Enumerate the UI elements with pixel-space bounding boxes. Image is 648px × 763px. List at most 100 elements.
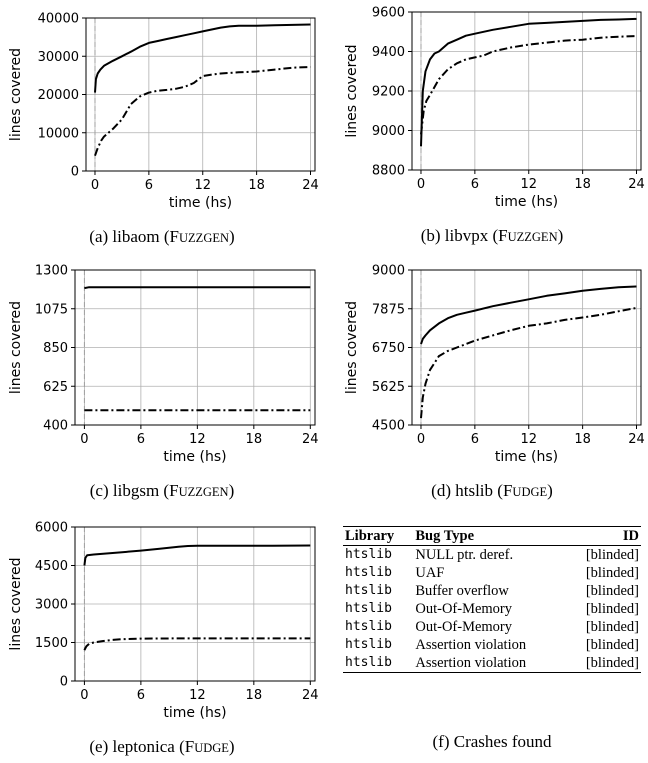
cell-library: htslib — [345, 619, 392, 634]
cell-id: [blinded] — [585, 547, 639, 563]
x-tick-label: 6 — [471, 432, 479, 447]
y-axis-label: lines covered — [8, 557, 24, 650]
cell-bug-type: NULL ptr. deref. — [415, 547, 514, 563]
x-tick-label: 12 — [194, 178, 211, 193]
table-row: htslib Assertion violation [blinded] — [343, 636, 641, 654]
x-tick-label: 0 — [80, 432, 88, 447]
x-tick-label: 0 — [417, 177, 425, 192]
y-tick-label: 20000 — [38, 88, 79, 103]
x-tick-label: 18 — [574, 432, 591, 447]
column-header-id: ID — [565, 526, 641, 546]
cell-id: [blinded] — [585, 619, 639, 635]
chart-panel-1: 0 6 12 18 24 8800 9000 9200 9400 9600 time (hs) lin… — [344, 6, 645, 246]
cell-library: htslib — [345, 601, 392, 616]
y-tick-label: 3000 — [35, 598, 68, 613]
chart-panel-4: 0 6 12 18 24 0 1500 3000 4500 6000 time (hs) lines … — [8, 521, 319, 757]
y-tick-label: 1500 — [35, 636, 68, 651]
cell-library: htslib — [345, 547, 392, 562]
cell-library: htslib — [345, 565, 392, 580]
series-line-dashdot — [83, 637, 311, 651]
y-tick-label: 8800 — [372, 164, 405, 179]
x-tick-label: 24 — [628, 177, 645, 192]
chart-panel-2: 0 6 12 18 24 400 625 850 1075 1300 time (hs) lines … — [8, 264, 319, 501]
table-row: htslib UAF [blinded] — [343, 564, 641, 582]
x-tick-label: 18 — [574, 177, 591, 192]
x-tick-label: 12 — [520, 432, 537, 447]
series-line-dashdot — [420, 306, 637, 419]
y-tick-label: 4500 — [35, 559, 68, 574]
x-tick-label: 6 — [471, 177, 479, 192]
cell-id: [blinded] — [585, 583, 639, 599]
series-line-solid — [94, 23, 311, 93]
y-axis-label: lines covered — [8, 48, 24, 141]
x-axis-label: time (hs) — [163, 705, 226, 721]
y-tick-label: 6750 — [372, 341, 405, 356]
y-tick-label: 40000 — [38, 12, 79, 27]
cell-bug-type: Buffer overflow — [415, 583, 509, 599]
table-row: htslib Buffer overflow [blinded] — [343, 582, 641, 600]
series-line-dashdot — [94, 66, 311, 157]
x-tick-label: 0 — [417, 432, 425, 447]
y-tick-label: 625 — [43, 380, 68, 395]
table-row: htslib Assertion violation [blinded] — [343, 654, 641, 673]
cell-bug-type: Assertion violation — [413, 654, 566, 673]
chart-caption: (e) leptonica (FUDGE) — [89, 737, 234, 756]
y-axis-label: lines covered — [344, 301, 360, 394]
y-tick-label: 9000 — [372, 264, 405, 279]
y-tick-label: 30000 — [38, 50, 79, 65]
y-tick-label: 10000 — [38, 126, 79, 141]
x-tick-label: 18 — [246, 432, 263, 447]
series-line-dashdot — [420, 35, 637, 135]
cell-id: [blinded] — [585, 637, 639, 653]
series-line-solid — [84, 286, 311, 290]
table-row: htslib Out-Of-Memory [blinded] — [343, 600, 641, 618]
y-tick-label: 9200 — [372, 85, 405, 100]
x-tick-label: 12 — [189, 688, 206, 703]
x-tick-label: 12 — [189, 432, 206, 447]
cell-library: htslib — [345, 583, 392, 598]
column-header-library: Library — [343, 526, 414, 546]
table-row: htslib NULL ptr. deref. [blinded] — [343, 546, 641, 565]
y-tick-label: 0 — [71, 165, 79, 180]
series-line-solid — [420, 17, 637, 147]
chart-caption: (c) libgsm (FUZZGEN) — [90, 481, 234, 500]
chart-caption: (a) libaom (FUZZGEN) — [89, 227, 234, 246]
x-axis-label: time (hs) — [495, 194, 558, 210]
x-tick-label: 0 — [80, 688, 88, 703]
y-tick-label: 400 — [43, 419, 68, 434]
cell-library: htslib — [343, 654, 414, 673]
y-tick-label: 4500 — [372, 419, 405, 434]
y-tick-label: 9400 — [372, 45, 405, 60]
chart-panel-3: 0 6 12 18 24 4500 5625 6750 7875 9000 time (hs) lin… — [344, 264, 645, 501]
y-tick-label: 6000 — [35, 521, 68, 536]
x-tick-label: 24 — [302, 688, 319, 703]
y-tick-label: 5625 — [372, 380, 405, 395]
x-axis-label: time (hs) — [163, 449, 226, 465]
y-tick-label: 9000 — [372, 124, 405, 139]
x-tick-label: 6 — [137, 688, 145, 703]
chart-panel-0: 0 6 12 18 24 0 10000 20000 30000 40000 time (hs) li… — [8, 12, 319, 247]
x-tick-label: 0 — [91, 178, 99, 193]
cell-id: [blinded] — [585, 565, 639, 581]
cell-bug-type: UAF — [415, 565, 445, 581]
y-tick-label: 1300 — [35, 264, 68, 279]
x-tick-label: 18 — [248, 178, 265, 193]
cell-id: [blinded] — [585, 601, 639, 617]
table-header-row: Library Bug Type ID — [343, 526, 641, 546]
table-row: htslib Out-Of-Memory [blinded] — [343, 618, 641, 636]
x-tick-label: 6 — [145, 178, 153, 193]
cell-library: htslib — [345, 637, 392, 652]
x-axis-label: time (hs) — [169, 195, 232, 211]
table-caption: (f) Crashes found — [432, 732, 552, 751]
crashes-table: Library Bug Type ID htslib NULL ptr. der… — [343, 526, 641, 673]
series-line-solid — [83, 544, 311, 566]
x-tick-label: 18 — [246, 688, 263, 703]
y-axis-label: lines covered — [8, 301, 24, 394]
x-axis-label: time (hs) — [495, 449, 558, 465]
series-line-solid — [420, 285, 637, 345]
x-tick-label: 24 — [302, 432, 319, 447]
cell-bug-type: Assertion violation — [415, 637, 527, 653]
column-header-bug-type: Bug Type — [413, 526, 566, 546]
cell-bug-type: Out-Of-Memory — [415, 601, 513, 617]
